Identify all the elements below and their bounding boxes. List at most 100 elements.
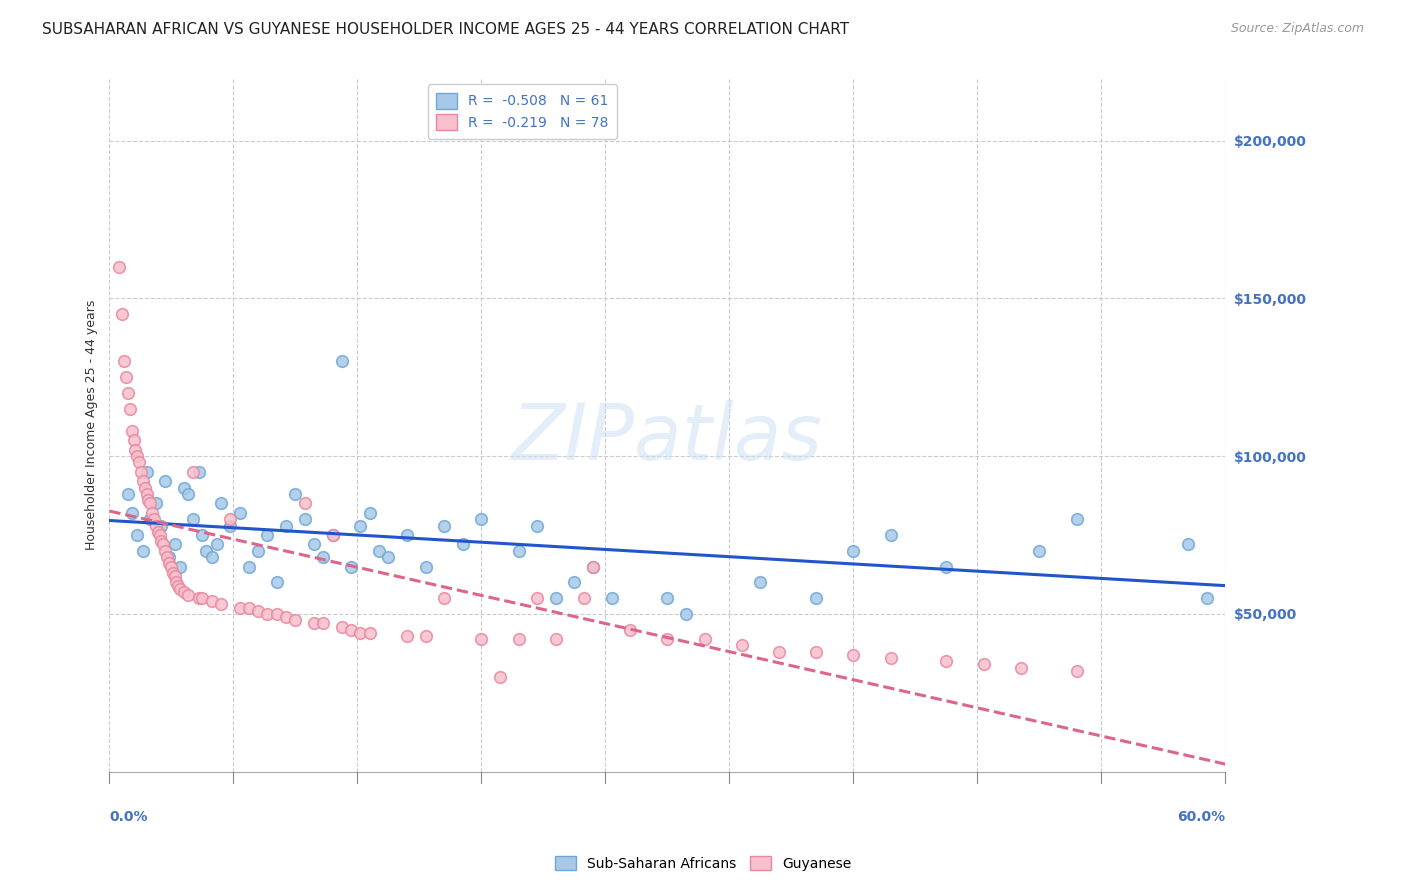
Point [135, 487, 157, 501]
Point [973, 657, 995, 672]
Point [155, 475, 177, 489]
Point [219, 518, 242, 533]
Point [508, 632, 530, 647]
Point [169, 559, 191, 574]
Point [804, 591, 827, 606]
Point [157, 550, 180, 565]
Point [284, 613, 307, 627]
Point [181, 512, 204, 526]
Point [572, 591, 595, 606]
Point [195, 543, 218, 558]
Point [508, 543, 530, 558]
Point [139, 512, 162, 526]
Point [349, 625, 371, 640]
Point [544, 632, 567, 647]
Point [657, 632, 679, 647]
Point [266, 607, 288, 621]
Point [657, 591, 679, 606]
Point [340, 623, 363, 637]
Point [294, 512, 316, 526]
Point [209, 496, 232, 510]
Point [201, 594, 224, 608]
Point [143, 512, 166, 526]
Point [294, 496, 316, 510]
Point [111, 307, 134, 321]
Point [879, 528, 901, 542]
Point [879, 651, 901, 665]
Point [470, 632, 492, 647]
Point [132, 475, 155, 489]
Point [693, 632, 716, 647]
Point [489, 670, 512, 684]
Text: Source: ZipAtlas.com: Source: ZipAtlas.com [1230, 22, 1364, 36]
Point [395, 528, 418, 542]
Point [122, 434, 145, 448]
Point [302, 537, 325, 551]
Point [284, 487, 307, 501]
Point [256, 528, 278, 542]
Point [228, 600, 250, 615]
Point [330, 619, 353, 633]
Point [526, 591, 548, 606]
Point [1028, 543, 1050, 558]
Point [163, 537, 186, 551]
Point [169, 582, 191, 596]
Point [163, 569, 186, 583]
Point [842, 648, 865, 662]
Point [368, 543, 391, 558]
Point [238, 559, 260, 574]
Point [129, 465, 152, 479]
Point [377, 550, 399, 565]
Point [117, 386, 139, 401]
Point [112, 354, 135, 368]
Point [187, 465, 209, 479]
Point [564, 575, 586, 590]
Point [191, 528, 214, 542]
Point [176, 588, 198, 602]
Point [359, 625, 381, 640]
Point [302, 616, 325, 631]
Point [187, 591, 209, 606]
Point [619, 623, 641, 637]
Point [415, 559, 437, 574]
Point [107, 260, 129, 274]
Point [322, 528, 344, 542]
Point [141, 506, 163, 520]
Point [433, 518, 456, 533]
Point [1177, 537, 1199, 551]
Point [201, 550, 224, 565]
Point [238, 600, 260, 615]
Point [150, 518, 173, 533]
Point [157, 557, 180, 571]
Point [173, 584, 195, 599]
Point [600, 591, 623, 606]
Text: ZIPatlas: ZIPatlas [512, 401, 823, 476]
Point [115, 370, 138, 384]
Point [1195, 591, 1218, 606]
Point [1066, 664, 1088, 678]
Point [312, 616, 335, 631]
Point [340, 559, 363, 574]
Point [247, 543, 270, 558]
Point [274, 610, 297, 624]
Point [127, 449, 149, 463]
Text: 60.0%: 60.0% [1177, 810, 1225, 824]
Point [768, 645, 790, 659]
Y-axis label: Householder Income Ages 25 - 44 years: Householder Income Ages 25 - 44 years [86, 300, 98, 549]
Point [256, 607, 278, 621]
Point [544, 591, 567, 606]
Point [146, 524, 169, 539]
Point [526, 518, 548, 533]
Point [132, 543, 155, 558]
Point [121, 506, 143, 520]
Point [433, 591, 456, 606]
Point [209, 598, 232, 612]
Point [155, 543, 177, 558]
Point [582, 559, 605, 574]
Point [228, 506, 250, 520]
Point [451, 537, 474, 551]
Point [266, 575, 288, 590]
Point [330, 354, 353, 368]
Point [935, 654, 957, 668]
Point [749, 575, 772, 590]
